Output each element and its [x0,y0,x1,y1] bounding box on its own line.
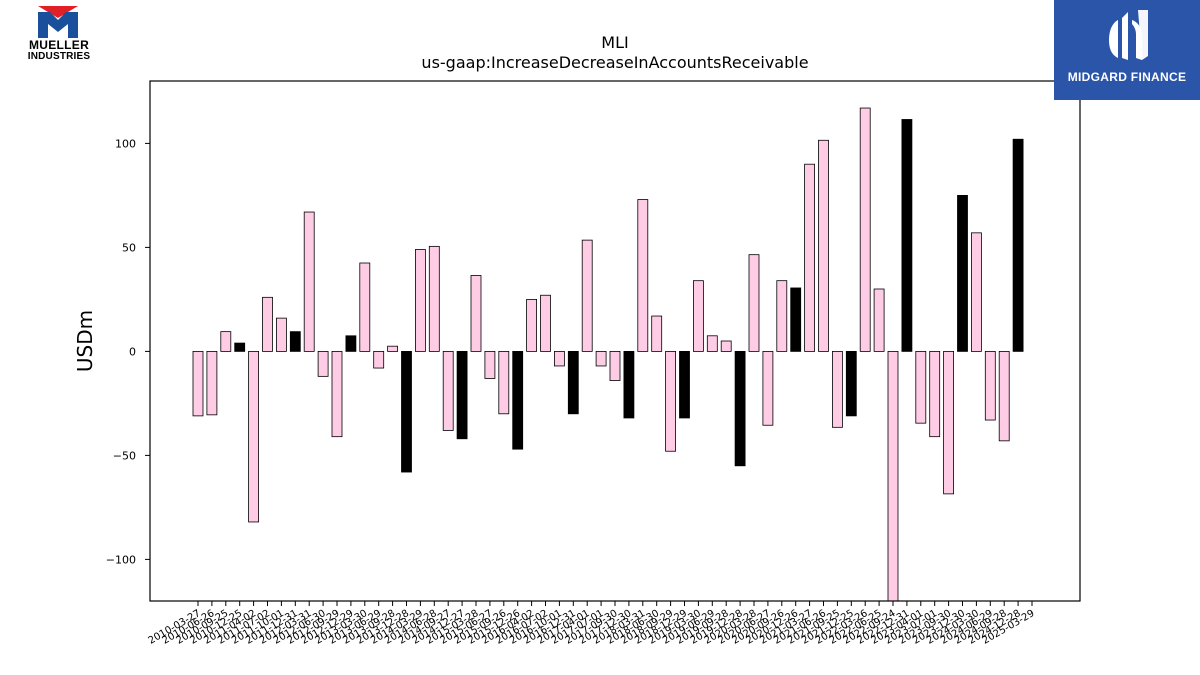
bar-2016-10-01 [554,350,565,367]
bar-2015-12-26 [512,350,524,450]
bar-2013-03-30 [359,262,371,352]
y-axis: −100 −50 0 50 100 [106,137,150,566]
bar-2010-09-25 [220,331,232,352]
bar-2013-12-28 [401,350,412,473]
bar-2012-06-30 [317,350,329,377]
chart-subtitle: us-gaap:IncreaseDecreaseInAccountsReceiv… [421,53,808,72]
bar-2017-09-30 [609,350,621,381]
bar-2014-12-27 [456,350,468,440]
bar-2022-09-24 [887,350,899,602]
y-tick-label: 100 [115,137,136,150]
bar-2023-09-30 [943,350,954,495]
bar-2021-12-25 [845,350,857,417]
bar-2012-03-31 [303,211,315,352]
y-tick-label: −50 [113,449,136,462]
bar-2021-09-25 [832,350,843,428]
bar-2018-12-29 [679,350,690,419]
bar-2013-09-28 [387,345,399,352]
logo-line2: INDUSTRIES [27,51,91,62]
bar-2022-06-25 [873,288,885,352]
bar-2010-03-27 [192,350,204,417]
bar-2018-09-29 [665,350,676,452]
mueller-m-icon [38,6,78,38]
logo-brand-text: MIDGARD FINANCE [1067,70,1187,84]
bar-2019-09-28 [720,340,732,352]
bar-2011-12-31 [289,331,301,352]
bar-2012-09-29 [331,350,343,438]
bar-2016-07-02 [540,294,551,352]
bar-2020-12-26 [790,287,802,352]
bar-2020-03-28 [748,254,760,352]
bar-2024-06-29 [984,350,996,421]
y-tick-label: −100 [106,553,136,566]
bar-2020-09-26 [776,280,788,352]
bar-2022-03-26 [859,107,871,352]
bar-2017-12-30 [623,350,635,419]
chart-title: MLI [601,33,628,52]
logo-line1: MUELLER [28,38,90,52]
bar-2023-04-01 [915,350,927,424]
midgard-finance-logo: MIDGARD FINANCE [1054,0,1200,100]
bar-2015-06-27 [484,350,496,379]
bars-group [192,107,1024,602]
bar-2018-06-30 [651,315,663,352]
bar-2021-03-27 [804,163,815,352]
mueller-industries-logo: MUELLER INDUSTRIES [20,6,98,64]
bar-2024-09-28 [998,350,1010,442]
bar-2015-09-26 [498,350,510,415]
bar-2014-03-29 [414,249,426,352]
bar-2023-07-01 [929,350,941,438]
bar-2010-06-26 [206,350,218,416]
bar-2019-12-28 [734,350,746,467]
bar-2011-10-01 [275,317,287,352]
midgard-emblem-icon [1109,10,1148,60]
plot-frame [149,80,1081,602]
bar-2014-09-27 [442,350,454,431]
bar-2013-06-29 [373,350,385,369]
bar-2023-12-30 [957,194,968,352]
bar-2012-12-29 [345,335,357,352]
bar-2017-04-01 [581,239,593,352]
bar-2016-12-31 [567,350,579,415]
bar-2024-03-30 [971,232,982,352]
bar-2018-03-31 [637,199,649,352]
bar-2024-12-28 [1012,138,1024,352]
bar-2022-12-31 [901,119,913,352]
bar-2011-07-02 [262,296,273,352]
y-tick-label: 0 [129,345,136,358]
bar-2011-04-02 [248,350,260,523]
bar-2010-12-25 [234,342,246,352]
bar-2017-07-01 [595,350,607,367]
y-tick-label: 50 [122,241,136,254]
bar-2019-03-30 [693,280,704,352]
bar-2015-03-28 [470,275,482,352]
bar-2016-04-02 [526,298,537,352]
y-axis-label: USDm [73,310,97,372]
bar-2020-06-27 [762,350,774,426]
bar-2021-06-26 [818,139,829,352]
bar-2014-06-28 [428,245,440,352]
x-axis: 2010-03-272010-06-262010-09-252010-12-25… [147,601,1037,647]
bar-2019-06-29 [706,335,718,352]
